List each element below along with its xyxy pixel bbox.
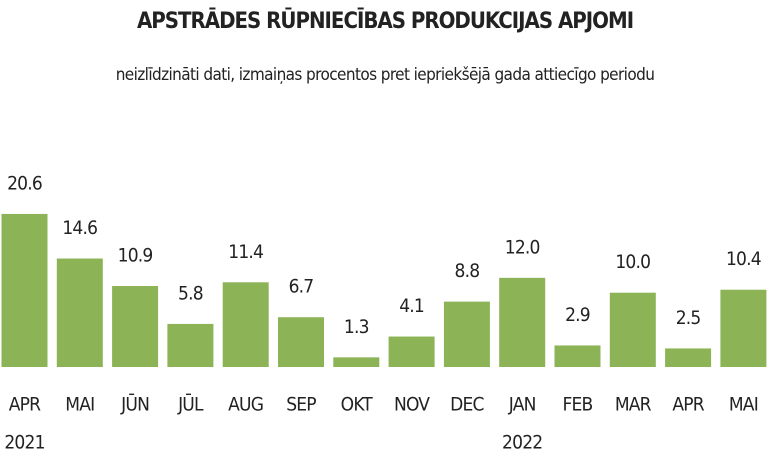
year-label: 2021 [4, 432, 44, 454]
x-tick-label: AUG [228, 394, 263, 416]
bar [278, 317, 324, 367]
value-label: 4.1 [399, 295, 424, 317]
x-tick-label: NOV [394, 394, 430, 416]
value-label: 10.0 [615, 251, 650, 273]
x-tick-label: APR [672, 394, 704, 416]
bar [554, 345, 601, 367]
x-tick-label: FEB [563, 394, 593, 416]
bar [112, 286, 159, 367]
x-tick-label: APR [9, 394, 41, 416]
value-label: 10.4 [726, 248, 761, 270]
x-tick-label: JŪL [177, 392, 204, 416]
x-tick-label: JAN [508, 394, 536, 416]
value-label: 5.8 [178, 282, 203, 304]
x-tick-label: MAI [729, 394, 758, 416]
bar [1, 213, 48, 367]
x-tick-label: DEC [450, 394, 484, 416]
bar [388, 336, 435, 367]
value-label: 20.6 [7, 172, 42, 194]
x-tick-label: MAI [65, 394, 94, 416]
bar [609, 292, 656, 367]
value-label: 2.9 [565, 304, 590, 326]
value-label: 1.3 [344, 316, 369, 338]
bar [665, 348, 712, 367]
x-tick-label: MAR [615, 394, 652, 416]
value-label: 11.4 [228, 241, 263, 263]
value-label: 8.8 [455, 260, 480, 282]
bar [56, 258, 103, 367]
x-tick-label: OKT [341, 394, 374, 416]
value-label: 14.6 [62, 217, 97, 239]
x-tick-label: JŪN [120, 392, 149, 416]
bar [222, 282, 269, 367]
value-label: 10.9 [118, 245, 153, 267]
bar [443, 301, 490, 367]
x-tick-label: SEP [286, 394, 316, 416]
chart-subtitle: neizlīdzināti dati, izmaiņas procentos p… [116, 65, 655, 85]
bar [720, 289, 767, 367]
year-label: 2022 [502, 432, 542, 454]
value-label: 6.7 [289, 276, 314, 298]
bar [333, 357, 380, 367]
bar [167, 323, 214, 367]
value-label: 12.0 [505, 236, 540, 258]
bar [499, 277, 546, 367]
value-label: 2.5 [676, 307, 701, 329]
chart-title: APSTRĀDES RŪPNIECĪBAS PRODUKCIJAS APJOMI [137, 8, 633, 34]
